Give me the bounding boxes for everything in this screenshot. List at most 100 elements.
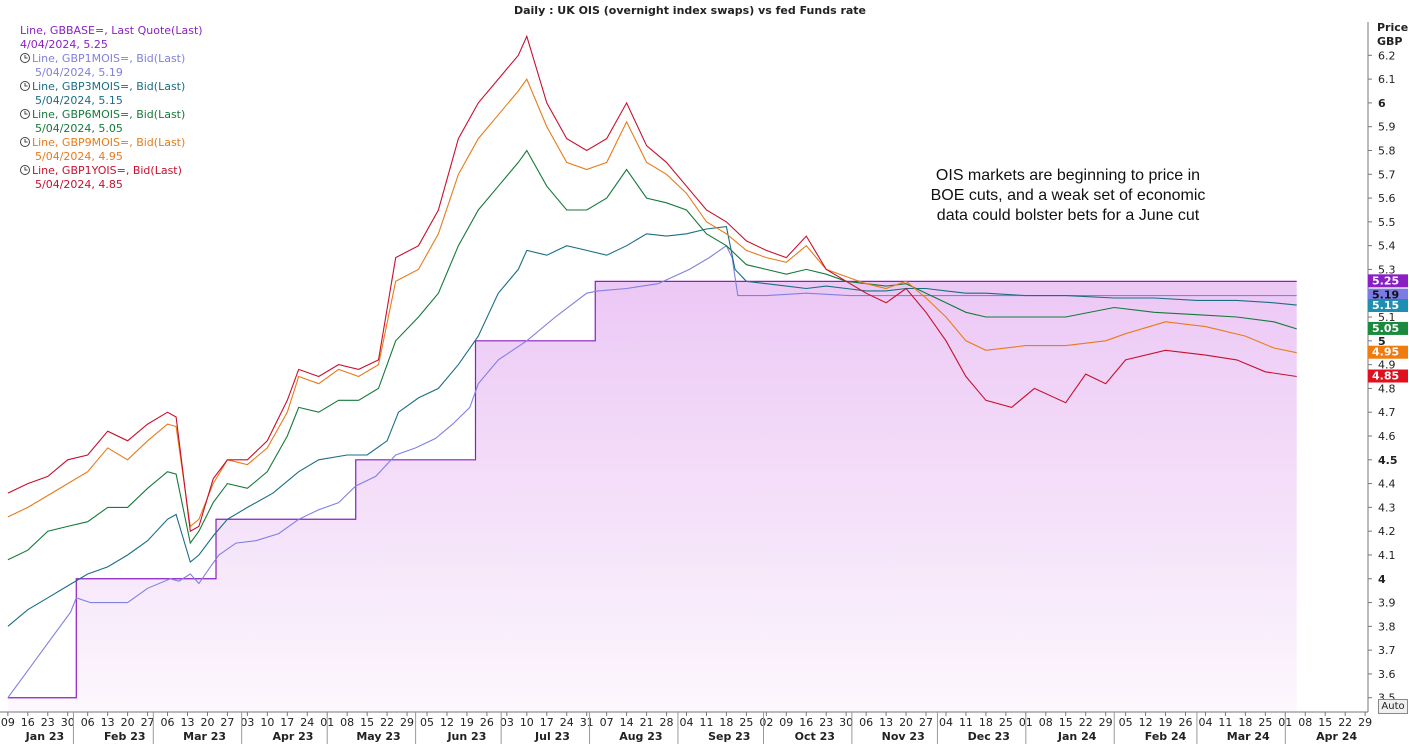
last-value-badge [1368, 345, 1408, 359]
x-tick-label: 08 [1298, 716, 1312, 729]
chart-title: Daily : UK OIS (overnight index swaps) v… [514, 4, 866, 17]
y-tick-label: 4.5 [1378, 454, 1398, 467]
y-axis-unit: GBP [1377, 35, 1402, 48]
x-tick-label: 27 [919, 716, 933, 729]
x-tick-label: 30 [61, 716, 75, 729]
x-month-label: Aug 23 [619, 730, 662, 743]
x-tick-label: 25 [999, 716, 1013, 729]
last-value-badge-label: 5.05 [1372, 322, 1399, 335]
x-month-label: Sep 23 [708, 730, 750, 743]
clock-hands-icon [24, 139, 28, 143]
x-tick-label: 23 [819, 716, 833, 729]
x-tick-label: 28 [660, 716, 674, 729]
last-value-badge [1368, 321, 1408, 335]
x-month-label: Feb 23 [104, 730, 146, 743]
x-month-label: Apr 23 [273, 730, 314, 743]
x-tick-label: 29 [400, 716, 414, 729]
y-tick-label: 4 [1378, 573, 1386, 586]
legend-value-2: 5/04/2024, 5.05 [35, 122, 123, 135]
x-month-label: Feb 24 [1145, 730, 1187, 743]
y-tick-label: 5.3 [1378, 263, 1396, 276]
x-tick-label: 05 [420, 716, 434, 729]
y-tick-label: 5 [1378, 335, 1386, 348]
annotation: OIS markets are beginning to price in BOE… [931, 167, 1206, 224]
y-tick-label: 6 [1378, 97, 1386, 110]
x-tick-label: 23 [41, 716, 55, 729]
x-tick-label: 08 [340, 716, 354, 729]
x-tick-label: 06 [81, 716, 95, 729]
x-tick-label: 13 [101, 716, 115, 729]
x-tick-label: 18 [979, 716, 993, 729]
x-tick-label: 18 [719, 716, 733, 729]
clock-hands-icon [24, 83, 28, 87]
y-axis-label: Price [1377, 21, 1408, 34]
series-line-3 [7, 77, 1297, 528]
x-month-label: Oct 23 [795, 730, 835, 743]
y-tick-label: 5.9 [1378, 121, 1396, 134]
x-tick-label: 27 [220, 716, 234, 729]
x-tick-label: 24 [300, 716, 314, 729]
x-tick-label: 04 [1198, 716, 1212, 729]
y-tick-label: 4.9 [1378, 359, 1396, 372]
x-month-label: Jul 23 [534, 730, 570, 743]
x-tick-label: 13 [879, 716, 893, 729]
x-tick-label: 15 [1059, 716, 1073, 729]
annotation-line: OIS markets are beginning to price in [936, 167, 1200, 184]
x-tick-label: 17 [540, 716, 554, 729]
last-value-badge [1368, 274, 1408, 288]
x-tick-label: 03 [240, 716, 254, 729]
y-tick-label: 5.8 [1378, 144, 1396, 157]
legend: Line, GBBASE=, Last Quote(Last)4/04/2024… [20, 24, 203, 191]
y-tick-label: 4.7 [1378, 406, 1396, 419]
y-tick-label: 3.9 [1378, 597, 1396, 610]
x-tick-label: 04 [939, 716, 953, 729]
x-tick-label: 15 [1318, 716, 1332, 729]
x-month-label: Nov 23 [882, 730, 925, 743]
clock-hands-icon [24, 55, 28, 59]
y-tick-label: 6.1 [1378, 73, 1396, 86]
base-rate-area [7, 281, 1297, 712]
x-tick-label: 20 [121, 716, 135, 729]
x-month-label: May 23 [356, 730, 400, 743]
y-tick-label: 3.7 [1378, 644, 1396, 657]
x-tick-label: 22 [380, 716, 394, 729]
x-tick-label: 29 [1099, 716, 1113, 729]
legend-entry-base: Line, GBBASE=, Last Quote(Last) [20, 24, 203, 37]
last-value-badge-label: 5.25 [1372, 274, 1399, 287]
y-tick-label: 5.4 [1378, 240, 1396, 253]
x-tick-label: 14 [620, 716, 634, 729]
x-tick-label: 16 [21, 716, 35, 729]
x-tick-label: 09 [1, 716, 15, 729]
x-tick-label: 13 [180, 716, 194, 729]
x-tick-label: 30 [839, 716, 853, 729]
x-tick-label: 21 [640, 716, 654, 729]
x-tick-label: 06 [161, 716, 175, 729]
x-month-label: Apr 24 [1316, 730, 1357, 743]
x-tick-label: 20 [200, 716, 214, 729]
x-month-label: Jan 24 [1057, 730, 1097, 743]
legend-value-base: 4/04/2024, 5.25 [20, 38, 108, 51]
auto-scale-button[interactable]: Auto [1378, 699, 1408, 714]
last-value-badge-label: 4.95 [1372, 346, 1399, 359]
last-value-badge [1368, 369, 1408, 383]
clock-hands-icon [24, 111, 28, 115]
x-tick-label: 02 [759, 716, 773, 729]
x-tick-label: 16 [799, 716, 813, 729]
x-tick-label: 11 [959, 716, 973, 729]
x-tick-label: 07 [600, 716, 614, 729]
x-tick-label: 25 [739, 716, 753, 729]
last-value-badges: 5.255.195.155.054.954.85 [1368, 274, 1408, 383]
annotation-line: data could bolster bets for a June cut [937, 207, 1200, 224]
series-line-4 [7, 34, 1297, 533]
legend-entry-2: Line, GBP6MOIS=, Bid(Last) [32, 108, 185, 121]
last-value-badge [1368, 288, 1408, 302]
x-tick-label: 26 [1179, 716, 1193, 729]
x-tick-label: 19 [460, 716, 474, 729]
x-month-label: Dec 23 [968, 730, 1010, 743]
x-tick-label: 15 [360, 716, 374, 729]
legend-value-0: 5/04/2024, 5.19 [35, 66, 123, 79]
x-tick-label: 11 [1218, 716, 1232, 729]
y-tick-label: 4.1 [1378, 549, 1396, 562]
x-tick-label: 18 [1238, 716, 1252, 729]
x-tick-label: 17 [280, 716, 294, 729]
